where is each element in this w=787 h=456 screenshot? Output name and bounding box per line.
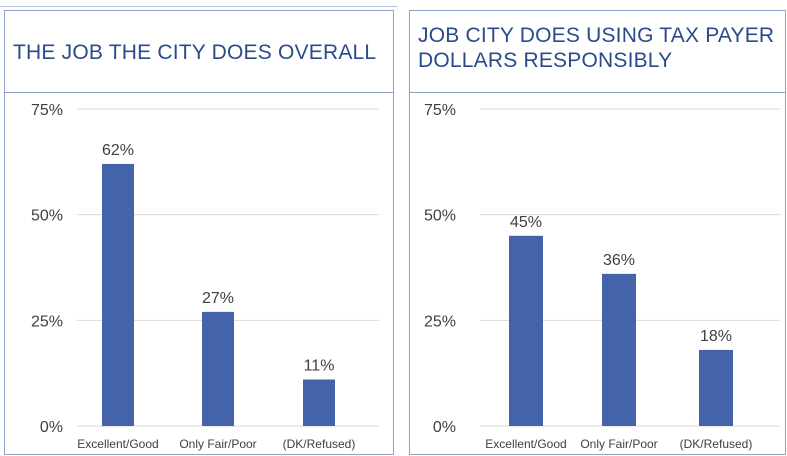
y-tick-label: 0% bbox=[40, 419, 63, 436]
y-tick-label: 25% bbox=[424, 313, 456, 330]
chart-panel-tax-dollars: JOB CITY DOES USING TAX PAYER DOLLARS RE… bbox=[409, 10, 786, 455]
y-tick-label: 50% bbox=[424, 208, 456, 225]
x-category-label: Only Fair/Poor bbox=[179, 437, 256, 451]
bar bbox=[699, 350, 733, 426]
bar bbox=[602, 274, 636, 426]
data-label: 62% bbox=[102, 142, 134, 159]
data-label: 11% bbox=[304, 358, 335, 375]
bar bbox=[202, 312, 234, 426]
bar bbox=[303, 380, 335, 426]
bar-chart-tax-dollars: 0% 25% 50% 75% 45% Excellent/Good 36% Only Fair… bbox=[410, 11, 787, 456]
data-label: 45% bbox=[510, 214, 542, 231]
data-label: 36% bbox=[603, 252, 635, 269]
bar-chart-overall: 0% 25% 50% 75% 62% Excellent/Good 27% Only Fair… bbox=[5, 11, 395, 456]
chart-panel-overall: THE JOB THE CITY DOES OVERALL 0% 25% 50% 75… bbox=[4, 10, 394, 455]
y-tick-label: 0% bbox=[433, 419, 456, 436]
y-tick-label: 75% bbox=[424, 102, 456, 119]
x-category-label: (DK/Refused) bbox=[680, 437, 753, 451]
y-tick-label: 25% bbox=[31, 313, 63, 330]
x-category-label: Excellent/Good bbox=[485, 437, 566, 451]
x-category-label: Excellent/Good bbox=[77, 437, 158, 451]
y-tick-label: 50% bbox=[31, 208, 63, 225]
data-label: 18% bbox=[700, 328, 732, 345]
bar bbox=[102, 164, 134, 426]
x-category-label: Only Fair/Poor bbox=[580, 437, 657, 451]
top-divider-line bbox=[0, 6, 398, 7]
data-label: 27% bbox=[202, 290, 234, 307]
bar bbox=[509, 236, 543, 426]
y-tick-label: 75% bbox=[31, 102, 63, 119]
x-category-label: (DK/Refused) bbox=[283, 437, 356, 451]
